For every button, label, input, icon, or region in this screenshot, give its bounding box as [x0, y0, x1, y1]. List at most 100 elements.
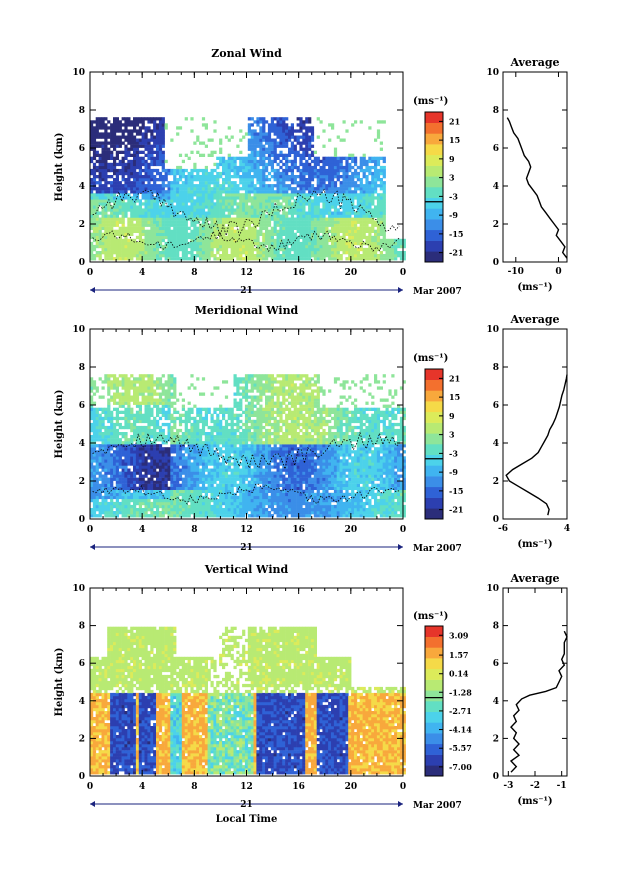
heatmap-cell — [348, 212, 351, 215]
heatmap-cell — [380, 193, 383, 196]
heatmap-cell — [136, 469, 139, 472]
heatmap-cell — [153, 184, 156, 187]
heatmap-cell — [130, 184, 133, 187]
heatmap-cell — [170, 248, 173, 251]
heatmap-cell — [222, 208, 225, 211]
heatmap-cell — [139, 205, 142, 208]
heatmap-cell — [150, 478, 153, 481]
heatmap-cell — [245, 202, 248, 205]
heatmap-cell — [242, 233, 245, 236]
heatmap-cell — [277, 117, 280, 120]
heatmap-cell — [145, 496, 148, 499]
heatmap-cell — [279, 123, 282, 126]
heatmap-cell — [299, 251, 302, 254]
heatmap-cell — [104, 444, 107, 447]
heatmap-cell — [136, 172, 139, 175]
heatmap-cell — [334, 202, 337, 205]
heatmap-cell — [311, 199, 314, 202]
heatmap-cell — [317, 157, 320, 160]
heatmap-cell — [343, 230, 346, 233]
heatmap-cell — [93, 414, 96, 417]
heatmap-cell — [156, 414, 159, 417]
heatmap-cell — [162, 126, 165, 129]
heatmap-cell — [254, 120, 257, 123]
heatmap-cell — [383, 181, 386, 184]
heatmap-cell — [374, 215, 377, 218]
heatmap-cell — [113, 120, 116, 123]
heatmap-cell — [116, 123, 119, 126]
heatmap-cell — [380, 181, 383, 184]
heatmap-cell — [182, 205, 185, 208]
heatmap-cell — [325, 169, 328, 172]
heatmap-cell — [348, 175, 351, 178]
heatmap-cell — [363, 190, 366, 193]
heatmap-cell — [96, 429, 99, 432]
heatmap-cell — [139, 402, 142, 405]
heatmap-cell — [122, 230, 125, 233]
heatmap-cell — [96, 251, 99, 254]
heatmap-cell — [93, 154, 96, 157]
heatmap-cell — [119, 411, 122, 414]
heatmap-cell — [311, 205, 314, 208]
heatmap-cell — [142, 202, 145, 205]
heatmap-cell — [127, 136, 130, 139]
heatmap-cell — [127, 389, 130, 392]
heatmap-cell — [142, 499, 145, 502]
heatmap-cell — [147, 193, 150, 196]
heatmap-cell — [236, 242, 239, 245]
heatmap-cell — [256, 166, 259, 169]
heatmap-cell — [107, 190, 110, 193]
heatmap-cell — [122, 435, 125, 438]
heatmap-cell — [139, 160, 142, 163]
heatmap-cell — [302, 212, 305, 215]
heatmap-cell — [219, 190, 222, 193]
heatmap-cell — [133, 160, 136, 163]
heatmap-cell — [104, 438, 107, 441]
heatmap-cell — [116, 389, 119, 392]
heatmap-cell — [328, 218, 331, 221]
heatmap-cell — [142, 441, 145, 444]
heatmap-cell — [193, 205, 196, 208]
heatmap-cell — [122, 142, 125, 145]
heatmap-cell — [328, 257, 331, 260]
heatmap-cell — [165, 399, 168, 402]
heatmap-cell — [165, 389, 168, 392]
heatmap-cell — [268, 202, 271, 205]
heatmap-cell — [302, 257, 305, 260]
heatmap-cell — [119, 462, 122, 465]
heatmap-cell — [127, 399, 130, 402]
heatmap-cell — [334, 166, 337, 169]
heatmap-cell — [239, 193, 242, 196]
x-tick-label: 4 — [139, 268, 145, 278]
heatmap-cell — [116, 172, 119, 175]
heatmap-cell — [139, 178, 142, 181]
heatmap-cell — [380, 245, 383, 248]
heatmap-cell — [96, 215, 99, 218]
heatmap-cell — [291, 193, 294, 196]
heatmap-cell — [142, 432, 145, 435]
heatmap-cell — [322, 166, 325, 169]
heatmap-cell — [124, 187, 127, 190]
heatmap-cell — [248, 221, 251, 224]
heatmap-cell — [139, 139, 142, 142]
heatmap-cell — [374, 166, 377, 169]
heatmap-cell — [162, 215, 165, 218]
heatmap-cell — [354, 169, 357, 172]
heatmap-cell — [291, 218, 294, 221]
day-span-arrow-left — [90, 287, 95, 293]
heatmap-cell — [305, 117, 308, 120]
heatmap-cell — [133, 123, 136, 126]
heatmap-cell — [179, 178, 182, 181]
heatmap-cell — [107, 420, 110, 423]
heatmap-cell — [113, 441, 116, 444]
colorbar-swatch — [425, 144, 443, 155]
heatmap-cell — [102, 502, 105, 505]
heatmap-cell — [383, 208, 386, 211]
heatmap-cell — [145, 420, 148, 423]
heatmap-cell — [256, 132, 259, 135]
heatmap-cell — [219, 239, 222, 242]
heatmap-cell — [102, 145, 105, 148]
heatmap-cell — [136, 462, 139, 465]
heatmap-cell — [305, 218, 308, 221]
heatmap-cell — [179, 184, 182, 187]
